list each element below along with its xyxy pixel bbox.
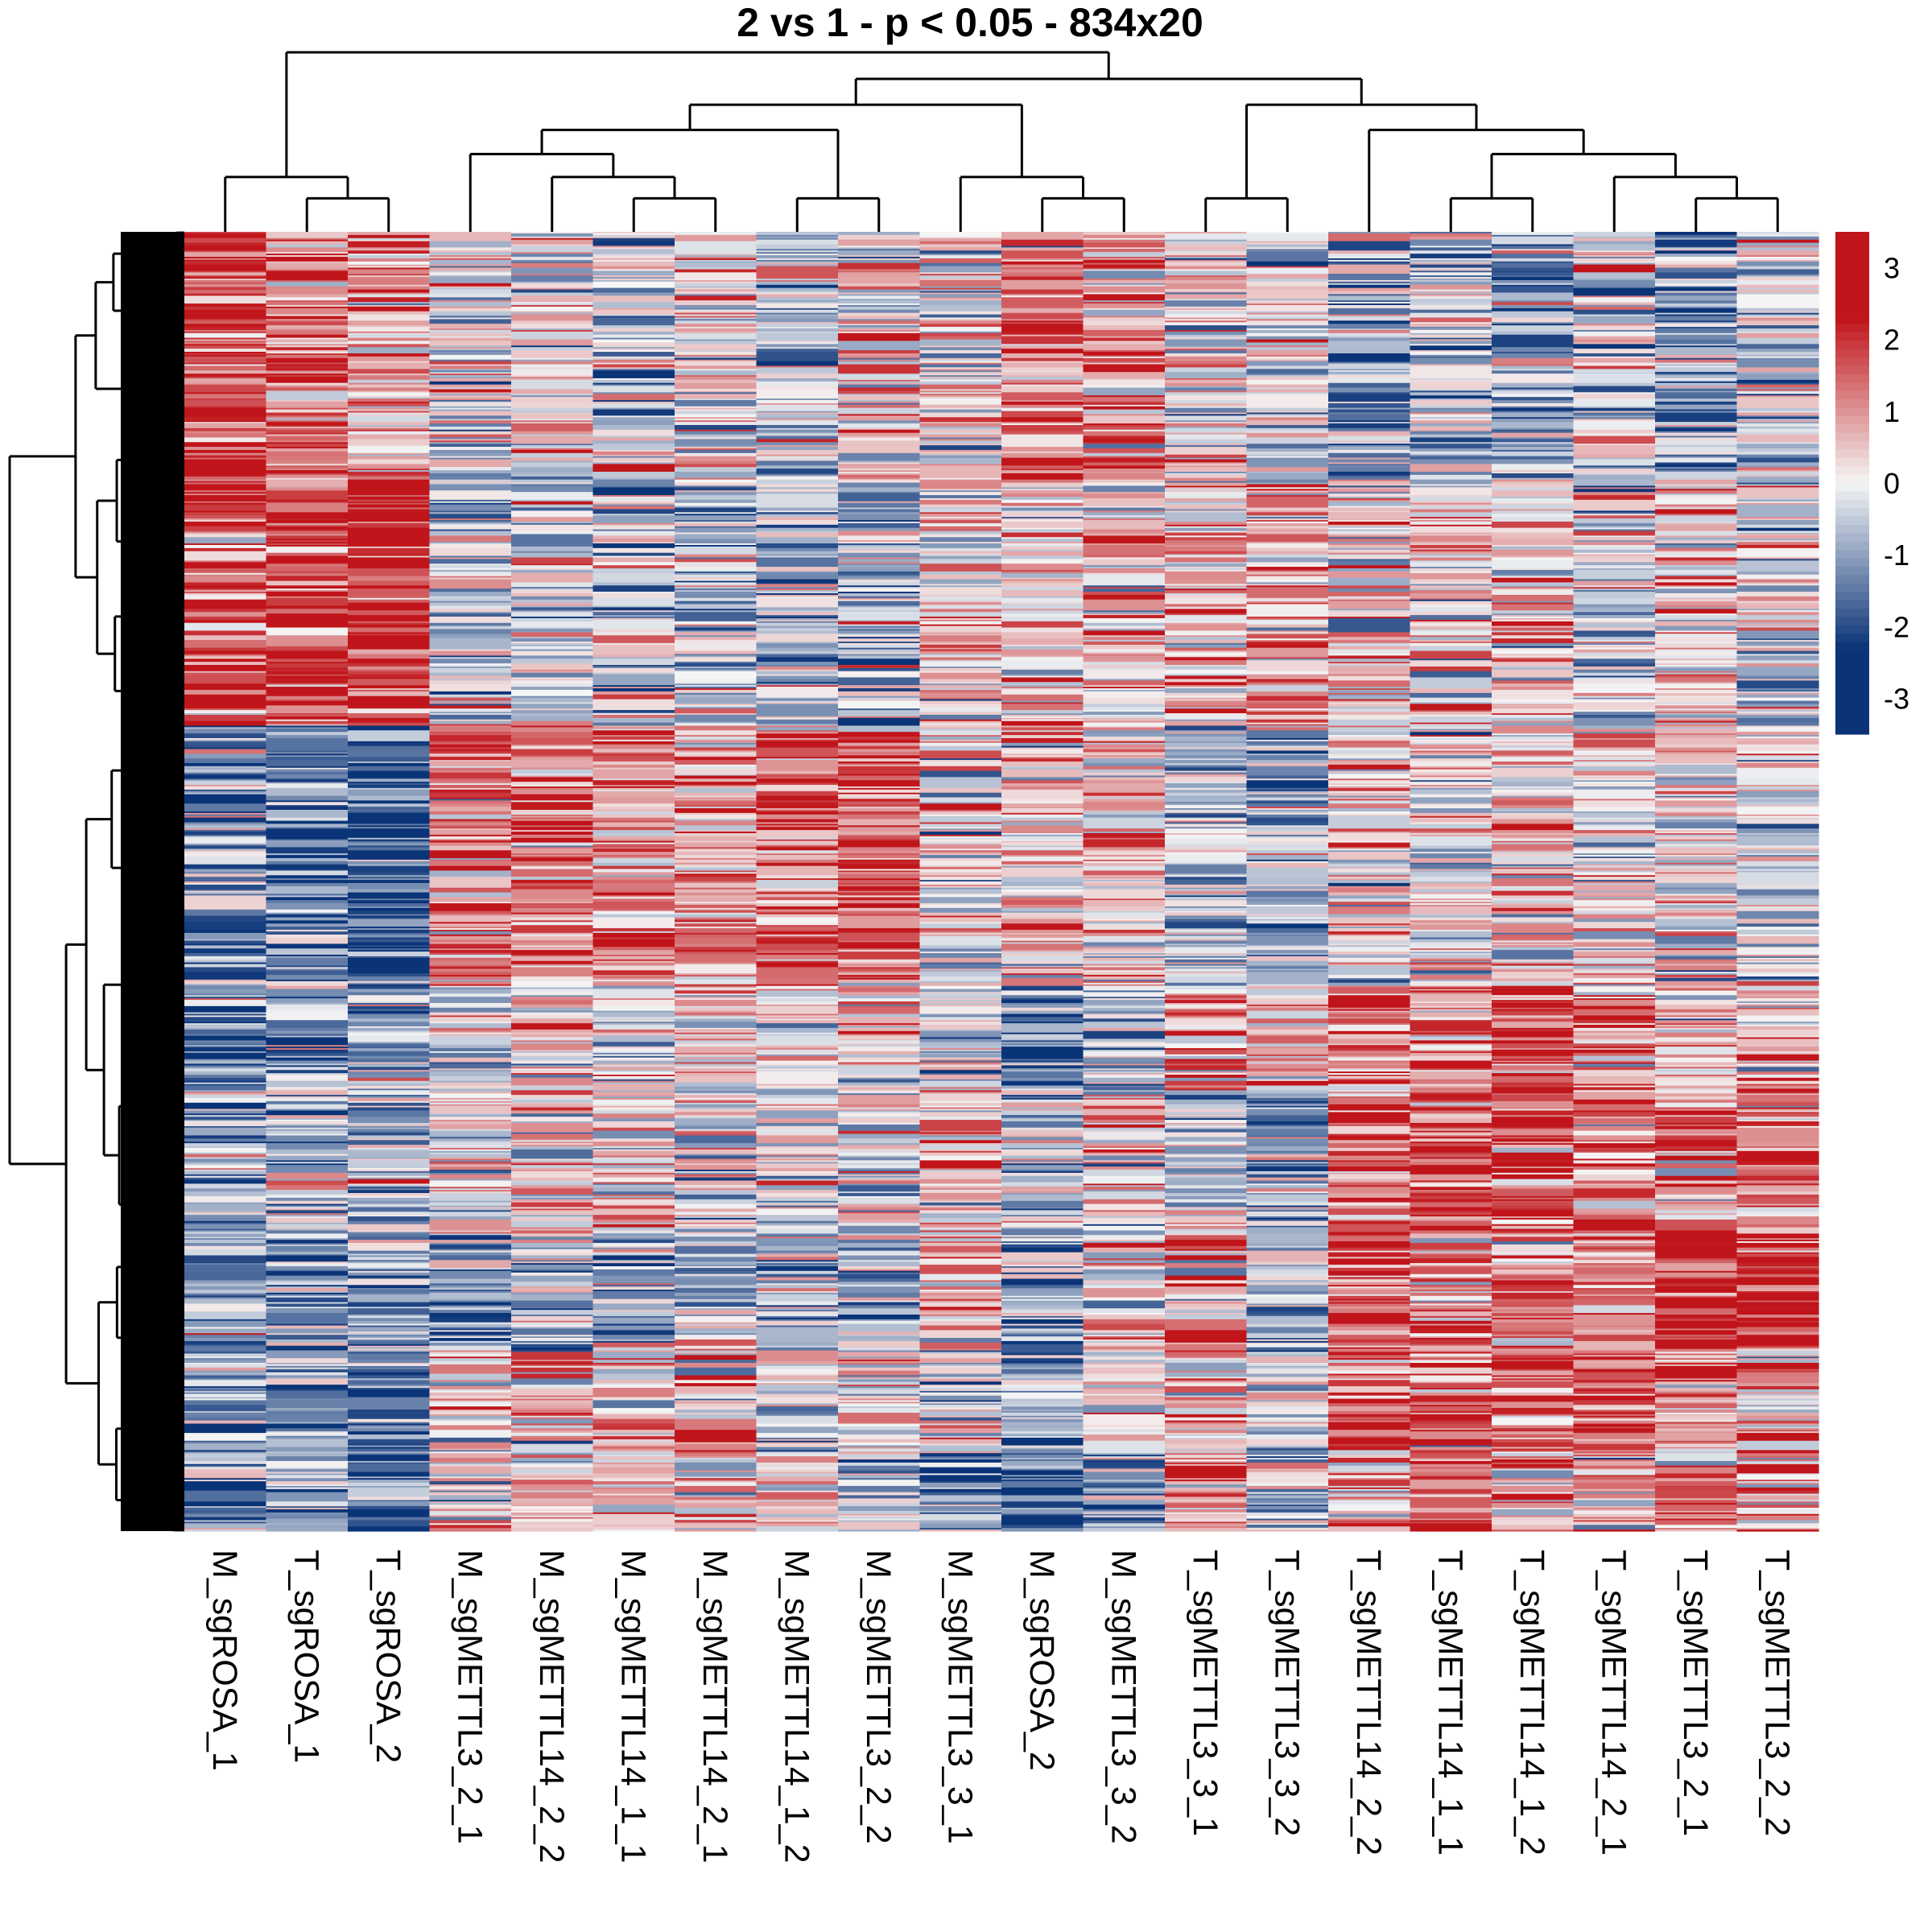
heatmap-column: [266, 232, 349, 1532]
heatmap-cell: [184, 1530, 266, 1532]
heatmap-cell: [266, 1530, 349, 1532]
heatmap-column: [348, 232, 430, 1532]
column-dendrogram: [225, 52, 1778, 232]
dendrogram-leaf-mass: [121, 232, 184, 1531]
chart-title: 2 vs 1 - p < 0.05 - 834x20: [737, 0, 1203, 45]
heatmap-cells: [184, 232, 1819, 1532]
row-dendrogram: [10, 232, 184, 1531]
heatmap-column: [184, 232, 266, 1532]
